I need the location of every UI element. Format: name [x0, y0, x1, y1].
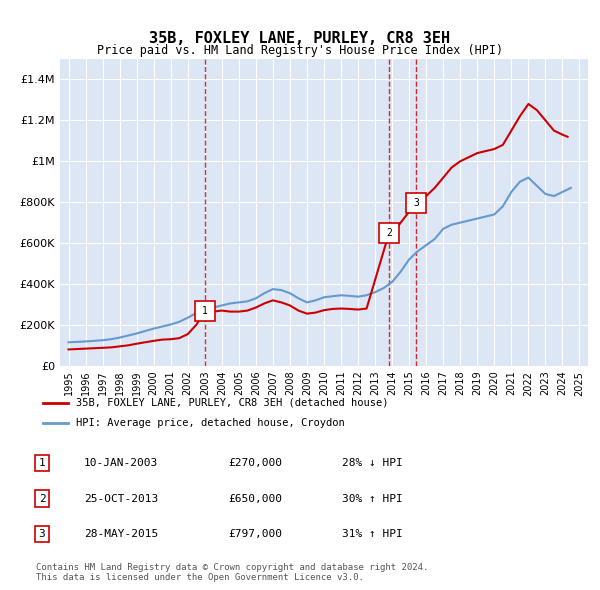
- Text: 30% ↑ HPI: 30% ↑ HPI: [342, 494, 403, 503]
- Text: HPI: Average price, detached house, Croydon: HPI: Average price, detached house, Croy…: [76, 418, 344, 428]
- Text: 3: 3: [413, 198, 419, 208]
- Text: 31% ↑ HPI: 31% ↑ HPI: [342, 529, 403, 539]
- Text: £270,000: £270,000: [228, 458, 282, 468]
- Text: 28-MAY-2015: 28-MAY-2015: [84, 529, 158, 539]
- Text: 10-JAN-2003: 10-JAN-2003: [84, 458, 158, 468]
- Text: Price paid vs. HM Land Registry's House Price Index (HPI): Price paid vs. HM Land Registry's House …: [97, 44, 503, 57]
- Text: £797,000: £797,000: [228, 529, 282, 539]
- Text: 2: 2: [38, 494, 46, 503]
- Text: 3: 3: [38, 529, 46, 539]
- Text: 28% ↓ HPI: 28% ↓ HPI: [342, 458, 403, 468]
- Text: 1: 1: [202, 306, 208, 316]
- Text: 25-OCT-2013: 25-OCT-2013: [84, 494, 158, 503]
- Text: 35B, FOXLEY LANE, PURLEY, CR8 3EH (detached house): 35B, FOXLEY LANE, PURLEY, CR8 3EH (detac…: [76, 398, 388, 408]
- Text: £650,000: £650,000: [228, 494, 282, 503]
- Text: 35B, FOXLEY LANE, PURLEY, CR8 3EH: 35B, FOXLEY LANE, PURLEY, CR8 3EH: [149, 31, 451, 46]
- Text: 2: 2: [386, 228, 392, 238]
- Text: 1: 1: [38, 458, 46, 468]
- Text: Contains HM Land Registry data © Crown copyright and database right 2024.
This d: Contains HM Land Registry data © Crown c…: [36, 563, 428, 582]
